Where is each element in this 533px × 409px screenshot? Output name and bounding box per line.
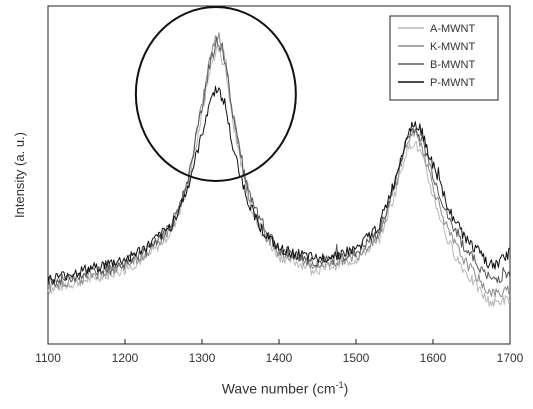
x-axis-label-text: Wave number (cm	[221, 380, 336, 397]
annotations	[134, 6, 297, 182]
series-lines	[47, 32, 511, 307]
x-axis-label-close: )	[343, 380, 349, 397]
x-tick-label: 1100	[35, 351, 61, 365]
axes: 1100 1200 1300 1400 1500 1600 1700 Intensity (a…	[12, 5, 524, 365]
series-line-a-mwnt	[47, 45, 511, 307]
legend-label-k-mwnt: K-MWNT	[430, 41, 475, 53]
legend-label-a-mwnt: A-MWNT	[430, 23, 475, 35]
x-tick-label: 1200	[112, 351, 139, 365]
x-axis-label: Wave number (cm-1)	[200, 380, 370, 397]
legend-box	[389, 15, 499, 101]
series-line-b-mwnt	[47, 36, 511, 287]
y-axis-label: Intensity (a. u.)	[12, 132, 27, 218]
series-line-p-mwnt	[47, 85, 511, 285]
x-tick-label: 1400	[266, 351, 293, 365]
x-tick-label: 1700	[497, 351, 524, 365]
peak-highlight-circle	[134, 6, 297, 182]
x-tick-label: 1500	[343, 351, 370, 365]
x-tick-label: 1300	[189, 351, 216, 365]
legend-label-b-mwnt: B-MWNT	[430, 59, 475, 71]
legend-label-p-mwnt: P-MWNT	[430, 77, 475, 89]
legend: A-MWNT K-MWNT B-MWNT P-MWNT	[389, 15, 499, 101]
x-axis-label-sup: -1	[335, 380, 344, 390]
x-tick-label: 1600	[420, 351, 447, 365]
